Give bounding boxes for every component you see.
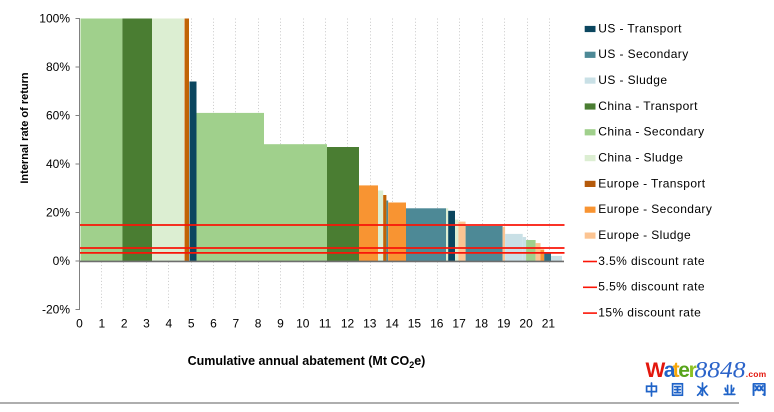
svg-text:12: 12 xyxy=(341,317,355,331)
svg-text:21: 21 xyxy=(542,317,556,331)
svg-text:Europe - Transport: Europe - Transport xyxy=(598,176,706,190)
svg-text:8: 8 xyxy=(255,317,262,331)
svg-text:10: 10 xyxy=(296,317,310,331)
svg-text:19: 19 xyxy=(497,317,511,331)
svg-text:13: 13 xyxy=(363,317,377,331)
svg-text:Internal rate of return: Internal rate of return xyxy=(19,72,31,184)
svg-text:Europe - Sludge: Europe - Sludge xyxy=(598,228,691,242)
svg-text:15% discount rate: 15% discount rate xyxy=(598,305,701,319)
svg-text:US - Secondary: US - Secondary xyxy=(598,47,688,61)
svg-text:-20%: -20% xyxy=(42,303,70,317)
svg-text:80%: 80% xyxy=(46,60,70,74)
svg-text:2: 2 xyxy=(121,317,128,331)
svg-text:China - Transport: China - Transport xyxy=(598,99,698,113)
svg-text:7: 7 xyxy=(232,317,239,331)
svg-text:15: 15 xyxy=(408,317,422,331)
svg-text:60%: 60% xyxy=(46,109,70,123)
svg-text:14: 14 xyxy=(385,317,399,331)
svg-text:5.5% discount rate: 5.5% discount rate xyxy=(598,280,705,294)
svg-text:8848: 8848 xyxy=(695,358,747,383)
svg-text:0%: 0% xyxy=(53,254,71,268)
svg-text:US - Sludge: US - Sludge xyxy=(598,73,667,87)
svg-text:3.5% discount rate: 3.5% discount rate xyxy=(598,254,705,268)
svg-text:20%: 20% xyxy=(46,206,70,220)
svg-text:US - Transport: US - Transport xyxy=(598,21,682,35)
svg-text:4: 4 xyxy=(165,317,172,331)
svg-text:W: W xyxy=(646,359,666,382)
svg-text:16: 16 xyxy=(430,317,444,331)
svg-text:r: r xyxy=(689,359,697,382)
svg-text:t: t xyxy=(673,359,680,382)
svg-text:Cumulative annual abatement (M: Cumulative annual abatement (Mt CO2e) xyxy=(188,354,426,370)
svg-text:China - Secondary: China - Secondary xyxy=(598,125,704,139)
svg-text:0: 0 xyxy=(76,317,83,331)
svg-text:1: 1 xyxy=(98,317,105,331)
svg-text:18: 18 xyxy=(475,317,489,331)
svg-text:China - Sludge: China - Sludge xyxy=(598,151,683,165)
svg-text:3: 3 xyxy=(143,317,150,331)
svg-text:11: 11 xyxy=(319,317,332,331)
svg-text:Europe - Secondary: Europe - Secondary xyxy=(598,202,712,216)
svg-text:40%: 40% xyxy=(46,157,70,171)
svg-text:9: 9 xyxy=(277,317,284,331)
svg-text:20: 20 xyxy=(519,317,533,331)
svg-text:a: a xyxy=(664,359,676,382)
svg-text:6: 6 xyxy=(210,317,217,331)
svg-text:17: 17 xyxy=(452,317,466,331)
svg-text:e: e xyxy=(678,359,690,382)
svg-text:.com: .com xyxy=(746,369,767,379)
svg-text:100%: 100% xyxy=(39,12,70,26)
svg-text:5: 5 xyxy=(188,317,195,331)
